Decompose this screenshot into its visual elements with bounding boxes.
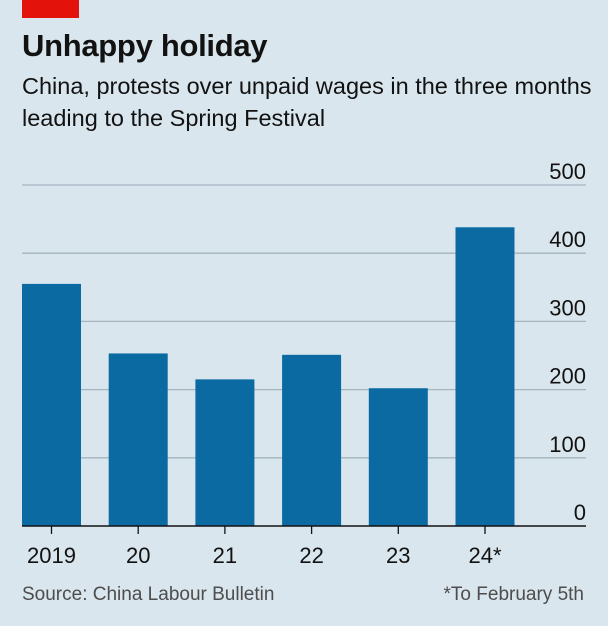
y-tick-label: 0: [574, 500, 586, 525]
x-tick-label: 2019: [27, 543, 76, 568]
bar: [108, 353, 168, 526]
y-tick-label: 500: [549, 159, 586, 184]
bar: [368, 388, 428, 526]
x-tick-label: 21: [213, 543, 237, 568]
bar: [455, 227, 515, 526]
y-tick-label: 100: [549, 432, 586, 457]
source-note: Source: China Labour Bulletin: [22, 584, 275, 605]
footnote: *To February 5th: [443, 584, 584, 605]
x-tick-label: 22: [299, 543, 323, 568]
y-tick-label: 400: [549, 227, 586, 252]
y-tick-label: 200: [549, 364, 586, 389]
x-axis: 2019 20 21 22 23 24*: [27, 526, 502, 568]
chart-title: Unhappy holiday: [22, 28, 268, 63]
bar: [282, 354, 342, 526]
bar-chart: 0 100 200 300 400 500 2019 20 21 22 23 24*: [22, 159, 586, 568]
y-axis: 0 100 200 300 400 500: [22, 159, 586, 527]
y-tick-label: 300: [549, 295, 586, 320]
bars: [22, 227, 515, 526]
brand-tag: [22, 0, 79, 18]
chart-subtitle: China, protests over unpaid wages in the…: [22, 73, 592, 131]
x-tick-label: 24*: [468, 543, 501, 568]
bar: [195, 379, 255, 526]
x-tick-label: 23: [386, 543, 410, 568]
x-tick-label: 20: [126, 543, 150, 568]
bar: [22, 283, 81, 526]
